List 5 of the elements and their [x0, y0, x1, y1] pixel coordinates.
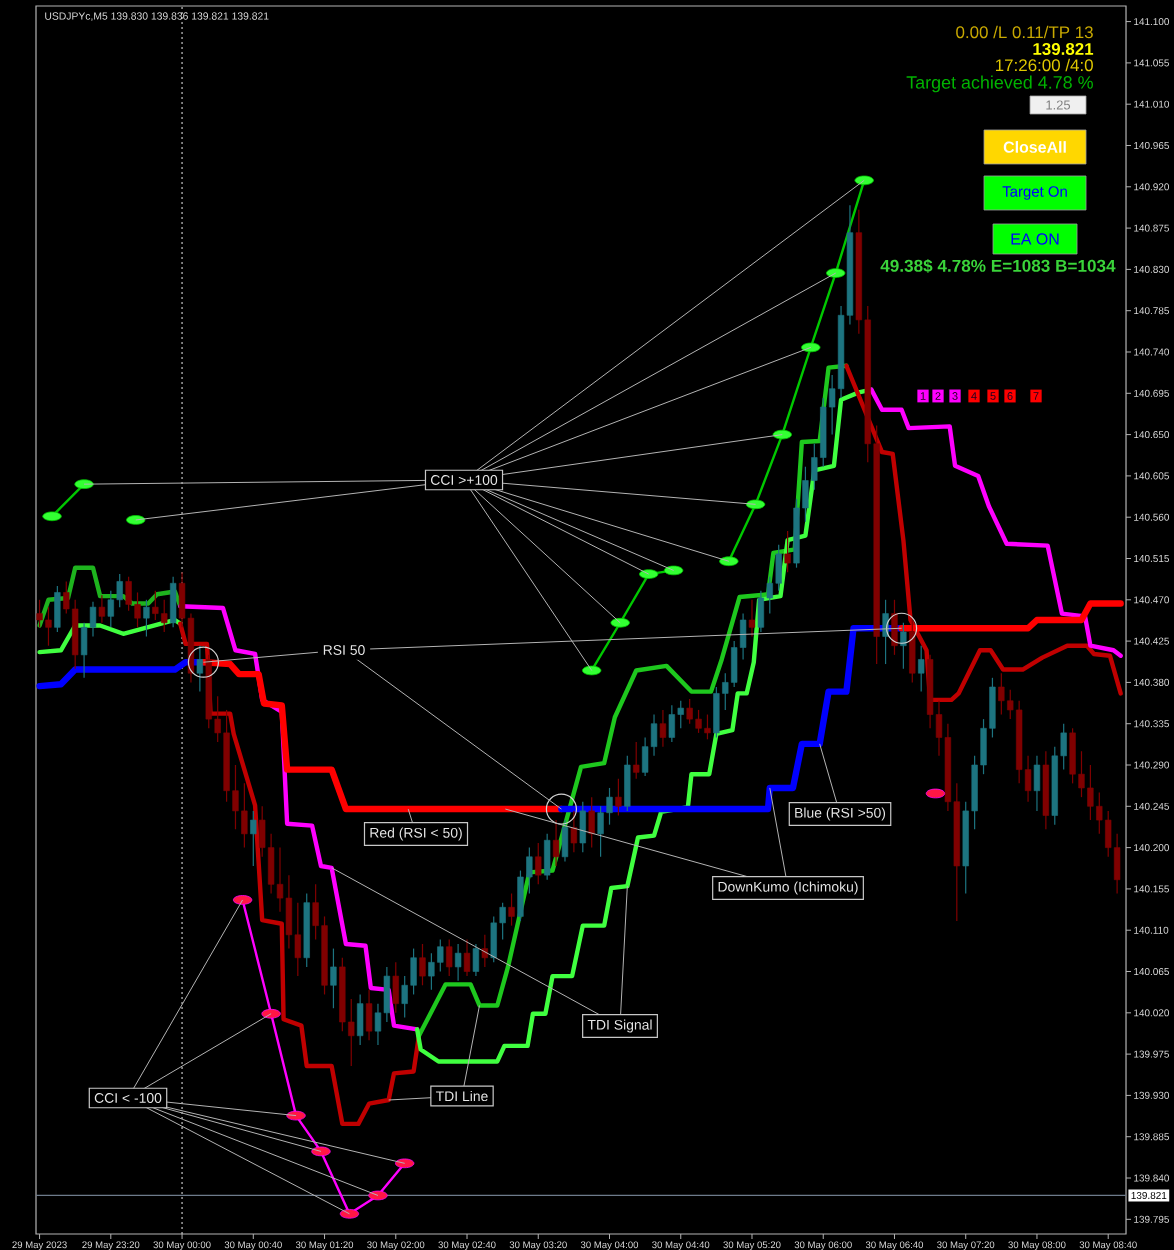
annotation: 139.821 — [1033, 42, 1094, 55]
annotation: 49.38$ 4.78% E=1083 B=1034 — [880, 258, 1116, 273]
annotation: 17:26:00 /4:0 — [996, 58, 1093, 72]
annotation: 0.00 /L 0.11/TP 13 — [956, 25, 1093, 39]
annotation: Target achieved 4.78 % — [906, 75, 1093, 93]
